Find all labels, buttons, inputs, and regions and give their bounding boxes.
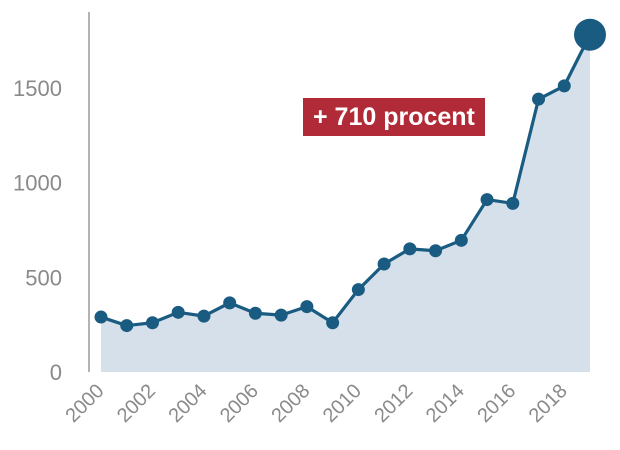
- x-tick-label: 2000: [62, 380, 109, 427]
- x-tick-label: 2014: [422, 380, 469, 427]
- x-tick-label: 2004: [164, 380, 211, 427]
- data-point: [120, 319, 134, 333]
- y-tick-label: 0: [50, 360, 62, 385]
- x-tick-label: 2002: [113, 380, 160, 427]
- area-fill: [101, 34, 590, 372]
- annotation-label: + 710 procent: [303, 98, 485, 136]
- data-point: [223, 296, 237, 310]
- x-tick-label: 2006: [216, 380, 263, 427]
- data-point: [429, 244, 443, 258]
- x-tick-label: 2012: [370, 380, 417, 427]
- x-tick-label: 2010: [319, 380, 366, 427]
- x-tick-label: 2018: [525, 380, 572, 427]
- y-tick-label: 500: [25, 265, 62, 290]
- data-point: [351, 283, 365, 297]
- data-point: [94, 310, 108, 324]
- data-point: [197, 309, 211, 323]
- data-point: [300, 300, 314, 314]
- data-point: [248, 306, 262, 320]
- data-point: [326, 316, 340, 330]
- y-tick-label: 1000: [13, 171, 62, 196]
- data-point: [480, 193, 494, 207]
- data-point: [145, 316, 159, 330]
- data-point: [532, 92, 546, 106]
- x-tick-label: 2016: [473, 380, 520, 427]
- data-point: [171, 305, 185, 319]
- data-point: [454, 233, 468, 247]
- y-tick-label: 1500: [13, 76, 62, 101]
- data-point: [403, 242, 417, 256]
- data-point: [557, 79, 571, 93]
- data-point-final: [574, 18, 606, 51]
- data-point: [506, 196, 520, 210]
- data-point: [377, 257, 391, 271]
- data-point: [274, 308, 288, 322]
- x-tick-label: 2008: [267, 380, 314, 427]
